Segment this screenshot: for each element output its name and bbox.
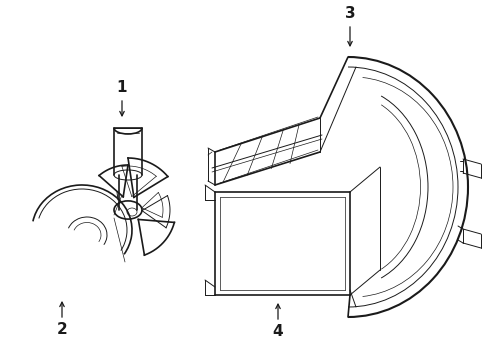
Text: 4: 4 xyxy=(273,324,283,339)
Text: 3: 3 xyxy=(344,6,355,22)
Text: 1: 1 xyxy=(117,81,127,95)
Text: 2: 2 xyxy=(57,323,68,338)
